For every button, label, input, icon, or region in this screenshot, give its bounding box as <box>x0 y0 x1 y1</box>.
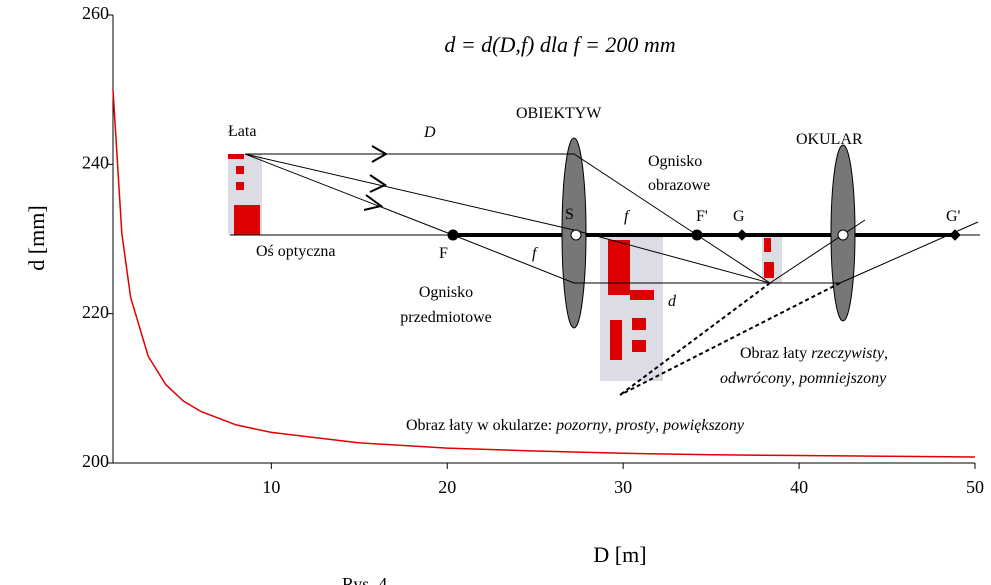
annotation: OKULAR <box>796 131 863 148</box>
rod-mark <box>632 340 646 352</box>
x-tick-label: 30 <box>614 477 632 497</box>
chart: d = d(D,f) dla f = 200 mm D [m] d [mm] R… <box>0 0 991 585</box>
ray <box>245 154 770 283</box>
rod-mark <box>608 240 630 295</box>
x-tick-label: 10 <box>262 477 280 497</box>
point <box>692 230 702 240</box>
y-tick-label: 220 <box>82 302 109 322</box>
rod-mark <box>234 205 260 235</box>
rod-mark <box>632 318 646 330</box>
rod-mark <box>630 290 654 300</box>
annotation: Łata <box>228 123 256 140</box>
ray <box>840 222 978 283</box>
annotation: Oś optyczna <box>256 243 336 260</box>
annotation: D <box>423 124 436 141</box>
y-tick-label: 200 <box>82 451 109 471</box>
y-tick-label: 240 <box>82 152 109 172</box>
annotation: OBIEKTYW <box>516 105 602 122</box>
rod-mark <box>228 154 244 159</box>
x-tick-label: 50 <box>966 477 984 497</box>
annotation: Obraz łaty rzeczywisty, <box>740 345 888 362</box>
annotation: f <box>532 245 539 262</box>
arrow <box>364 195 381 210</box>
annotation: obrazowe <box>648 177 710 194</box>
point <box>950 230 960 240</box>
x-axis-label: D [m] <box>593 542 646 567</box>
annotation: G' <box>946 208 961 225</box>
annotation: przedmiotowe <box>400 309 492 326</box>
ray <box>245 154 770 283</box>
annotation: odwrócony, pomniejszony <box>720 370 887 387</box>
y-tick-label: 260 <box>82 3 109 23</box>
rod-mark <box>764 238 771 252</box>
point <box>737 230 747 240</box>
rod-mark <box>236 166 244 174</box>
y-axis-label: d [mm] <box>24 205 49 270</box>
point <box>448 230 458 240</box>
annotation: Obraz łaty w okularze: pozorny, prosty, … <box>406 417 745 434</box>
rod-mark <box>610 320 622 360</box>
ray <box>245 154 840 283</box>
point <box>838 230 848 240</box>
annotation: G <box>733 208 745 225</box>
annotation: F <box>439 245 448 262</box>
rod-mark <box>764 262 774 278</box>
point <box>571 230 581 240</box>
annotation: f <box>624 208 631 225</box>
annotation: d <box>668 293 677 310</box>
annotation: F' <box>696 208 708 225</box>
x-tick-label: 40 <box>790 477 808 497</box>
x-tick-label: 20 <box>438 477 456 497</box>
caption: Rys. 4 <box>342 574 387 585</box>
rod-mark <box>236 182 244 190</box>
annotation: S <box>565 206 574 223</box>
annotation: Ognisko <box>648 153 702 170</box>
chart-title: d = d(D,f) dla f = 200 mm <box>444 32 675 57</box>
annotation: Ognisko <box>419 284 473 301</box>
